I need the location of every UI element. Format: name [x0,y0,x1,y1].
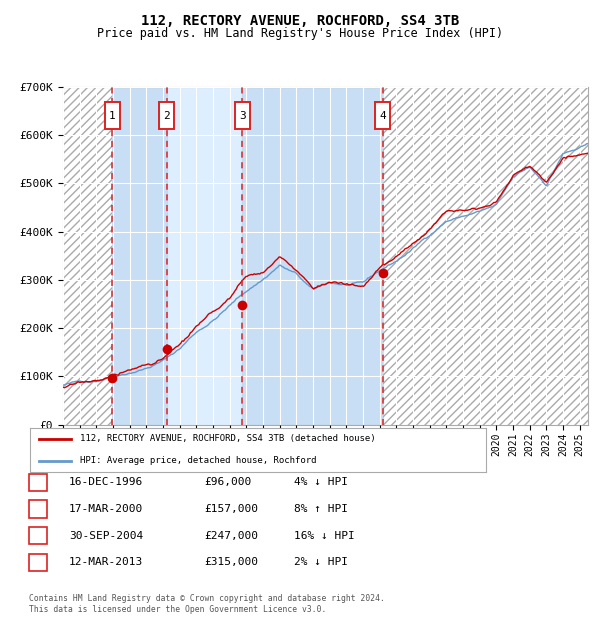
Text: £315,000: £315,000 [204,557,258,567]
Text: 2: 2 [163,110,170,120]
Text: 4% ↓ HPI: 4% ↓ HPI [294,477,348,487]
Text: £247,000: £247,000 [204,531,258,541]
Text: 4: 4 [34,557,41,567]
Text: HPI: Average price, detached house, Rochford: HPI: Average price, detached house, Roch… [80,456,317,466]
Bar [242,87,383,425]
Text: 3: 3 [239,110,245,120]
FancyBboxPatch shape [105,102,120,129]
Text: 2% ↓ HPI: 2% ↓ HPI [294,557,348,567]
Text: 8% ↑ HPI: 8% ↑ HPI [294,504,348,514]
Text: 17-MAR-2000: 17-MAR-2000 [69,504,143,514]
Text: 1: 1 [34,477,41,487]
Text: 1: 1 [109,110,116,120]
Text: 112, RECTORY AVENUE, ROCHFORD, SS4 3TB (detached house): 112, RECTORY AVENUE, ROCHFORD, SS4 3TB (… [80,434,376,443]
Text: £157,000: £157,000 [204,504,258,514]
Text: 12-MAR-2013: 12-MAR-2013 [69,557,143,567]
Text: Price paid vs. HM Land Registry's House Price Index (HPI): Price paid vs. HM Land Registry's House … [97,27,503,40]
Text: 3: 3 [34,531,41,541]
Text: £96,000: £96,000 [204,477,251,487]
FancyBboxPatch shape [376,102,391,129]
Text: 16% ↓ HPI: 16% ↓ HPI [294,531,355,541]
Text: Contains HM Land Registry data © Crown copyright and database right 2024.
This d: Contains HM Land Registry data © Crown c… [29,595,385,614]
Bar [112,87,167,425]
FancyBboxPatch shape [235,102,250,129]
Text: 4: 4 [379,110,386,120]
Text: 2: 2 [34,504,41,514]
Bar [383,87,588,425]
Text: 16-DEC-1996: 16-DEC-1996 [69,477,143,487]
FancyBboxPatch shape [159,102,174,129]
Bar [63,87,112,425]
Text: 30-SEP-2004: 30-SEP-2004 [69,531,143,541]
Text: 112, RECTORY AVENUE, ROCHFORD, SS4 3TB: 112, RECTORY AVENUE, ROCHFORD, SS4 3TB [141,14,459,28]
